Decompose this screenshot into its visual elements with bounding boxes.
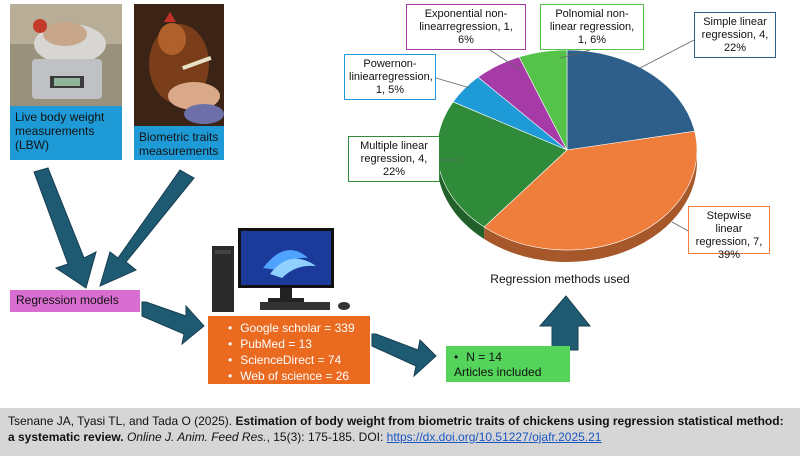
callout-stepwise: Stepwise linear regression, 7, 39% <box>688 206 770 261</box>
computer-illustration <box>212 228 350 312</box>
included-box: • N = 14 Articles included <box>446 346 570 382</box>
database-item: Web of science = 26 <box>228 368 362 384</box>
leader-line <box>489 49 521 71</box>
pie-slice <box>566 49 696 151</box>
arrow-to-included <box>371 333 437 378</box>
callout-simple: Simple linear regression, 4, 22% <box>694 12 776 58</box>
leader-line <box>671 221 691 233</box>
leader-line <box>559 49 591 59</box>
arrow-to-databases <box>141 301 205 346</box>
arrow-up-to-chart <box>538 295 592 351</box>
citation-journal: Online J. Anim. Feed Res. <box>123 430 267 444</box>
leader-line <box>435 77 471 89</box>
pie-slice-side <box>484 150 697 262</box>
pie-slice <box>483 130 698 251</box>
database-item: Google scholar = 339 <box>228 320 362 336</box>
diagram-arrows <box>33 39 698 378</box>
included-count: • N = 14 <box>454 350 502 364</box>
biometric-label-box: Biometric traits measurements <box>134 126 224 160</box>
regression-models-box: Regression models <box>10 290 140 312</box>
lbw-label-box: Live body weight measurements (LBW) <box>10 106 122 160</box>
database-item: PubMed = 13 <box>228 336 362 352</box>
leader-line <box>639 39 695 69</box>
lbw-label: Live body weight measurements (LBW) <box>15 110 105 152</box>
citation-authors: Tsenane JA, Tyasi TL, and Tada O (2025). <box>8 414 236 428</box>
doi-link[interactable]: https://dx.doi.org/10.51227/ojafr.2025.2… <box>386 430 602 444</box>
rooster-photo <box>134 4 224 126</box>
callout-power: Powernon-liniearregression, 1, 5% <box>344 54 436 100</box>
pie-slice <box>518 49 568 151</box>
callout-polynomial: Polnomial non-linear regression, 1, 6% <box>540 4 644 50</box>
callout-multiple: Multiple linear regression, 4, 22% <box>348 136 440 182</box>
citation-footer: Tsenane JA, Tyasi TL, and Tada O (2025).… <box>0 408 800 456</box>
citation-volume: , 15(3): 175-185. DOI: <box>266 430 387 444</box>
arrow-biometric-down <box>99 169 195 287</box>
regression-models-label: Regression models <box>16 293 119 307</box>
databases-box: Google scholar = 339 PubMed = 13 Science… <box>208 316 370 384</box>
arrow-lbw-down <box>33 167 97 289</box>
pie-slice-side <box>437 150 485 240</box>
citation-title: Estimation of body weight from biometric… <box>8 414 784 444</box>
callout-exponential: Exponential non-linearregression, 1, 6% <box>406 4 526 50</box>
database-list: Google scholar = 339 PubMed = 13 Science… <box>216 320 362 384</box>
chart-caption: Regression methods used <box>490 272 630 286</box>
chicken-scale-photo <box>10 4 122 106</box>
pie-chart <box>435 39 698 262</box>
included-label: Articles included <box>454 365 542 379</box>
database-item: ScienceDirect = 74 <box>228 352 362 368</box>
biometric-label: Biometric traits measurements <box>139 130 219 158</box>
